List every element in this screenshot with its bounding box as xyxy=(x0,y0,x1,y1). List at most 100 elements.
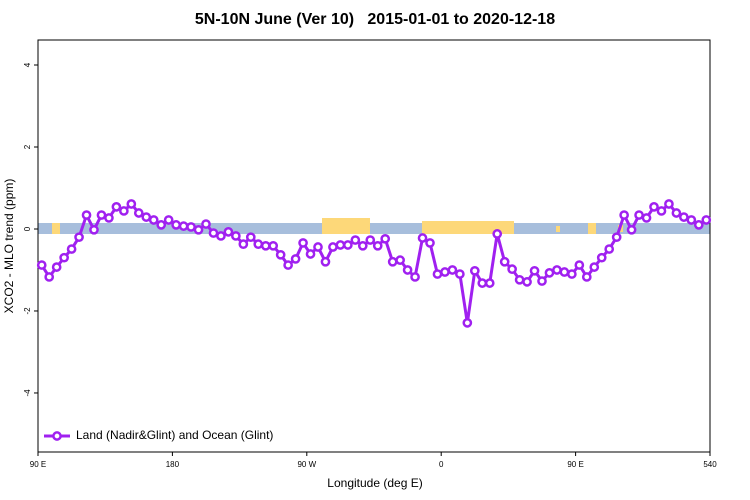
data-point xyxy=(649,201,659,212)
data-point xyxy=(395,255,405,265)
data-point xyxy=(328,242,338,252)
data-point xyxy=(611,232,622,243)
data-point xyxy=(298,238,308,248)
x-tick-label: 90 W xyxy=(297,460,316,469)
data-point xyxy=(290,254,301,264)
data-point xyxy=(469,265,480,276)
series-line xyxy=(40,202,708,325)
data-point xyxy=(664,199,674,209)
data-point xyxy=(484,278,495,288)
data-point xyxy=(111,201,122,212)
data-point xyxy=(350,235,361,245)
data-point xyxy=(178,221,189,231)
data-point xyxy=(268,240,279,251)
land-asia xyxy=(588,223,596,234)
x-tick-label: 90 E xyxy=(567,460,583,469)
data-point xyxy=(410,272,420,282)
data-point xyxy=(343,240,353,250)
data-point xyxy=(701,215,712,225)
data-point xyxy=(283,260,293,270)
data-point xyxy=(544,268,555,278)
data-point xyxy=(619,210,629,220)
y-tick-label: 4 xyxy=(23,62,32,67)
land-americas xyxy=(322,218,370,234)
data-point xyxy=(596,252,607,263)
data-point xyxy=(260,240,271,251)
data-point xyxy=(357,240,368,251)
data-point xyxy=(320,256,331,267)
data-point xyxy=(581,272,592,282)
y-tick-label: 2 xyxy=(23,144,32,149)
data-point xyxy=(402,265,413,275)
data-point xyxy=(253,239,264,250)
ocean-band xyxy=(38,223,710,234)
data-point xyxy=(208,228,219,238)
data-point xyxy=(462,318,473,328)
data-point xyxy=(59,252,69,263)
data-point xyxy=(51,262,62,272)
x-tick-label: 180 xyxy=(166,460,180,469)
data-point xyxy=(604,244,615,254)
data-point xyxy=(589,262,600,272)
data-point xyxy=(74,232,84,243)
y-axis-label: XCO2 - MLO trend (ppm) xyxy=(2,179,16,314)
data-point xyxy=(156,220,167,230)
data-point xyxy=(231,231,241,241)
data-point xyxy=(335,240,346,250)
data-point xyxy=(507,264,517,275)
data-point xyxy=(201,219,211,229)
y-tick-label: -4 xyxy=(23,389,32,397)
data-point xyxy=(245,232,256,243)
data-point xyxy=(656,206,667,216)
data-point xyxy=(313,242,323,252)
x-tick-label: 0 xyxy=(439,460,444,469)
data-point xyxy=(216,231,226,241)
data-point xyxy=(81,210,92,220)
land-island xyxy=(556,226,560,232)
land-ocean-strip xyxy=(38,218,710,234)
data-point xyxy=(223,227,234,237)
y-tick-label: -2 xyxy=(23,307,32,315)
x-tick-label: 540 xyxy=(703,460,717,469)
data-point xyxy=(641,213,652,223)
data-point xyxy=(365,235,376,245)
data-point xyxy=(693,220,704,230)
data-point xyxy=(96,210,107,220)
data-point xyxy=(186,222,196,232)
data-point xyxy=(634,210,644,220)
data-point xyxy=(238,239,249,250)
data-point xyxy=(119,206,129,216)
data-point xyxy=(163,215,174,225)
data-point xyxy=(529,265,540,276)
data-point xyxy=(559,267,570,277)
data-point xyxy=(305,249,316,259)
data-point xyxy=(193,224,204,235)
data-point xyxy=(141,212,152,222)
y-tick-label: 0 xyxy=(23,226,32,231)
data-point xyxy=(499,256,510,267)
data-point xyxy=(387,256,398,267)
land-asia xyxy=(52,223,60,234)
data-point xyxy=(171,220,181,230)
data-point xyxy=(440,267,450,277)
data-point xyxy=(36,260,47,270)
data-point xyxy=(567,269,577,279)
data-point xyxy=(455,269,465,279)
data-point xyxy=(552,265,562,275)
data-point xyxy=(126,199,137,209)
data-point xyxy=(417,233,428,243)
data-point xyxy=(89,224,99,235)
data-point xyxy=(447,265,458,275)
data-point xyxy=(133,208,144,218)
data-point xyxy=(66,244,77,254)
chart-title: 5N-10N June (Ver 10) 2015-01-01 to 2020-… xyxy=(195,11,555,28)
data-point xyxy=(679,212,689,222)
data-point xyxy=(626,224,637,235)
data-point xyxy=(372,240,383,251)
plot-frame xyxy=(37,39,711,453)
data-point xyxy=(574,260,585,270)
data-point xyxy=(686,215,697,225)
data-point xyxy=(104,213,114,223)
data-point xyxy=(425,238,435,248)
land-africa xyxy=(422,221,514,234)
